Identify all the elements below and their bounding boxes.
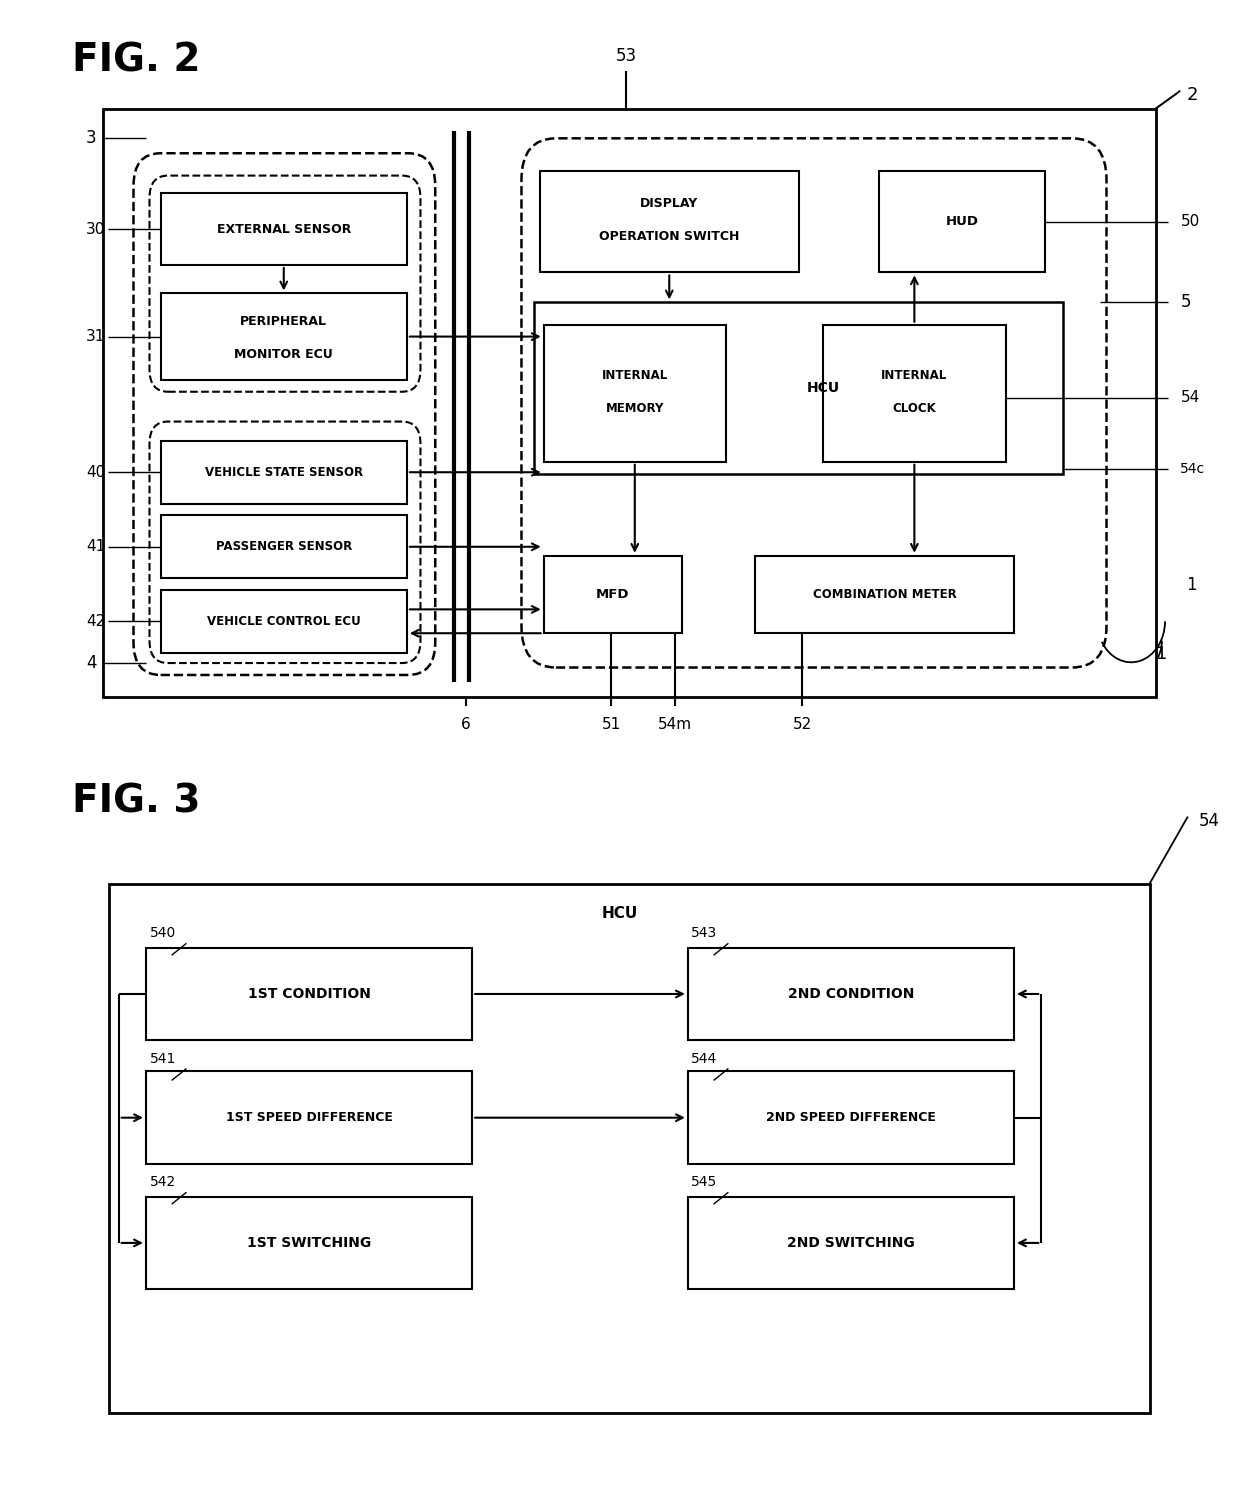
Bar [161, 441, 407, 504]
Text: MONITOR ECU: MONITOR ECU [234, 348, 334, 361]
Text: 52: 52 [792, 717, 812, 732]
Text: HCU: HCU [601, 905, 639, 920]
Text: 31: 31 [86, 330, 105, 345]
Text: FIG. 2: FIG. 2 [72, 42, 201, 79]
Text: 6: 6 [461, 717, 471, 732]
Text: 540: 540 [150, 926, 176, 940]
Text: 54: 54 [1180, 390, 1199, 405]
FancyBboxPatch shape [150, 175, 420, 391]
Text: 54c: 54c [1180, 462, 1205, 477]
Text: DISPLAY: DISPLAY [640, 198, 698, 210]
Bar [161, 591, 407, 652]
Text: 42: 42 [86, 613, 105, 628]
Text: INTERNAL: INTERNAL [601, 369, 668, 382]
Text: 1ST SPEED DIFFERENCE: 1ST SPEED DIFFERENCE [226, 1111, 392, 1124]
Bar [533, 303, 1064, 474]
Bar [688, 947, 1014, 1040]
Text: 54m: 54m [658, 717, 692, 732]
Bar [146, 1072, 472, 1163]
Bar [543, 556, 682, 633]
Text: 50: 50 [1180, 214, 1199, 229]
Text: 1ST SWITCHING: 1ST SWITCHING [247, 1235, 371, 1250]
Text: MFD: MFD [596, 588, 630, 601]
Text: 51: 51 [601, 717, 621, 732]
Bar [688, 1196, 1014, 1289]
Text: 1: 1 [1156, 645, 1167, 663]
Bar [688, 1072, 1014, 1163]
Text: OPERATION SWITCH: OPERATION SWITCH [599, 231, 739, 243]
Text: 53: 53 [615, 48, 636, 66]
Bar [543, 325, 725, 462]
Text: 54: 54 [1199, 812, 1220, 830]
Text: 5: 5 [1180, 294, 1190, 312]
Text: 545: 545 [692, 1175, 718, 1189]
Text: 541: 541 [150, 1051, 176, 1066]
Bar [161, 193, 407, 265]
Bar [103, 108, 1156, 697]
Bar [879, 171, 1045, 273]
Text: 40: 40 [86, 465, 105, 480]
Bar [539, 171, 799, 273]
Text: INTERNAL: INTERNAL [882, 369, 947, 382]
Bar [109, 883, 1149, 1414]
Text: 2ND SWITCHING: 2ND SWITCHING [787, 1235, 915, 1250]
Text: 30: 30 [86, 222, 105, 237]
FancyBboxPatch shape [150, 421, 420, 663]
Text: 1ST CONDITION: 1ST CONDITION [248, 986, 371, 1001]
Text: 2: 2 [1187, 85, 1198, 103]
Bar [146, 947, 472, 1040]
Text: 542: 542 [150, 1175, 176, 1189]
Text: 544: 544 [692, 1051, 718, 1066]
Text: HCU: HCU [807, 381, 839, 396]
Text: FIG. 3: FIG. 3 [72, 782, 201, 820]
Text: VEHICLE CONTROL ECU: VEHICLE CONTROL ECU [207, 615, 361, 628]
Text: CLOCK: CLOCK [893, 402, 936, 415]
Bar [146, 1196, 472, 1289]
Bar [823, 325, 1006, 462]
Text: 543: 543 [692, 926, 718, 940]
Bar [161, 516, 407, 579]
Text: 1: 1 [1187, 577, 1197, 595]
Text: PASSENGER SENSOR: PASSENGER SENSOR [216, 540, 352, 553]
Bar [755, 556, 1014, 633]
Bar [161, 294, 407, 379]
Text: VEHICLE STATE SENSOR: VEHICLE STATE SENSOR [205, 466, 363, 478]
Text: HUD: HUD [945, 216, 978, 228]
Text: 2ND CONDITION: 2ND CONDITION [787, 986, 914, 1001]
Text: EXTERNAL SENSOR: EXTERNAL SENSOR [217, 223, 351, 235]
Text: MEMORY: MEMORY [605, 402, 663, 415]
FancyBboxPatch shape [134, 153, 435, 675]
Text: PERIPHERAL: PERIPHERAL [241, 315, 327, 328]
Text: 4: 4 [86, 654, 97, 672]
Text: COMBINATION METER: COMBINATION METER [813, 588, 957, 601]
Text: 2ND SPEED DIFFERENCE: 2ND SPEED DIFFERENCE [766, 1111, 936, 1124]
FancyBboxPatch shape [522, 138, 1106, 667]
Text: 3: 3 [86, 129, 97, 147]
Text: 41: 41 [86, 540, 105, 555]
